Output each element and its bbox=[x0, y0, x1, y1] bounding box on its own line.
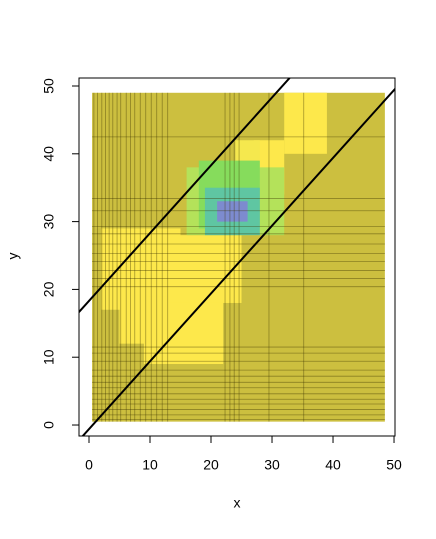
x-tick-label: 0 bbox=[85, 457, 93, 473]
y-tick-label: 50 bbox=[41, 78, 57, 94]
heat-cell bbox=[217, 201, 248, 222]
y-tick-label: 20 bbox=[41, 281, 57, 297]
x-tick-label: 20 bbox=[203, 457, 219, 473]
y-tick-label: 0 bbox=[41, 421, 57, 429]
y-tick-label: 40 bbox=[41, 146, 57, 162]
plot-area bbox=[79, 78, 395, 436]
y-tick-label: 30 bbox=[41, 214, 57, 230]
x-tick-label: 40 bbox=[325, 457, 341, 473]
x-tick-label: 10 bbox=[142, 457, 158, 473]
x-tick-label: 50 bbox=[386, 457, 402, 473]
x-tick-label: 30 bbox=[264, 457, 280, 473]
y-tick-label: 10 bbox=[41, 349, 57, 365]
abline bbox=[81, 87, 395, 436]
x-axis-label: x bbox=[234, 495, 241, 511]
abline bbox=[79, 78, 291, 314]
heat-cell bbox=[168, 235, 242, 303]
y-axis-label: y bbox=[5, 253, 21, 260]
heat-cell bbox=[284, 92, 327, 154]
